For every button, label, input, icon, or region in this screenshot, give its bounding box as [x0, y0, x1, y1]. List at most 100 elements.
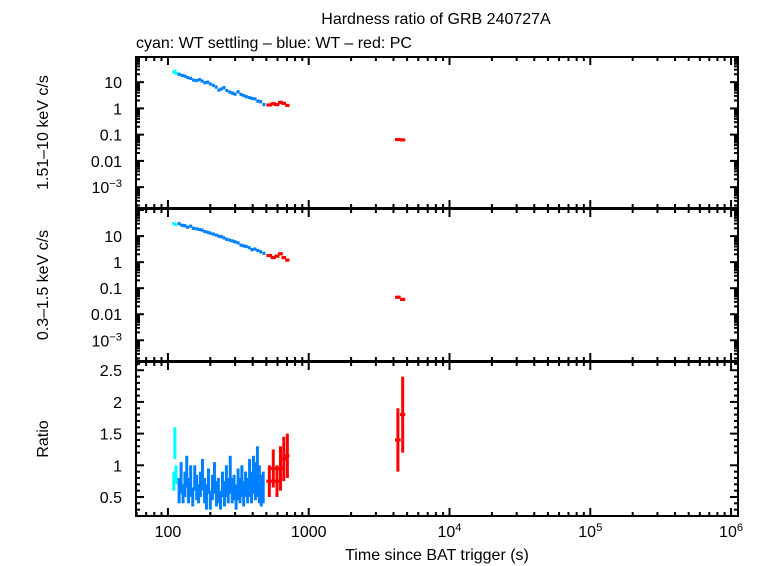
y-tick-label: 2 — [113, 395, 122, 412]
series-wt — [177, 222, 266, 255]
data-point — [180, 73, 184, 78]
y-axis-label: Ratio — [35, 420, 52, 457]
data-point — [242, 93, 246, 98]
data-point — [198, 471, 202, 497]
data-point — [266, 465, 273, 497]
data-point — [228, 90, 232, 94]
data-point — [251, 455, 255, 494]
data-point — [233, 240, 237, 244]
data-point — [236, 241, 240, 245]
data-point — [217, 88, 221, 92]
data-point — [285, 258, 290, 262]
data-point — [206, 230, 210, 234]
data-point — [228, 238, 232, 242]
y-tick-label: 10−3 — [91, 178, 122, 197]
data-point — [262, 251, 266, 255]
data-point — [203, 477, 207, 504]
chart-title: Hardness ratio of GRB 240727A — [321, 11, 551, 28]
data-point — [222, 86, 226, 90]
data-point — [400, 297, 406, 302]
y-tick-label: 10−3 — [91, 331, 122, 350]
data-point — [246, 477, 250, 504]
data-point — [281, 436, 287, 482]
data-point — [394, 295, 401, 299]
x-axis-label: Time since BAT trigger (s) — [345, 547, 529, 564]
data-point — [218, 490, 222, 510]
data-point — [259, 250, 263, 254]
data-point — [242, 244, 246, 248]
x-tick-label: 106 — [719, 522, 743, 541]
x-tick-label: 104 — [437, 522, 461, 541]
data-point — [232, 474, 236, 501]
data-point — [231, 239, 235, 243]
data-point — [220, 471, 224, 497]
data-points — [172, 222, 406, 302]
data-point — [256, 248, 260, 253]
data-point — [208, 231, 212, 235]
data-points — [172, 69, 406, 142]
data-point — [274, 465, 280, 497]
data-point — [183, 224, 187, 228]
y-tick-label: 1 — [113, 458, 122, 475]
panel-ratio: 2.5 2 1.5 1 0.5 Ratio — [35, 361, 739, 517]
data-point — [253, 247, 257, 251]
data-point — [236, 90, 240, 94]
data-point — [400, 376, 406, 453]
data-point — [255, 446, 259, 497]
data-point — [259, 100, 263, 104]
data-point — [206, 80, 210, 84]
data-point — [174, 71, 178, 75]
data-point — [186, 225, 190, 229]
y-ticks — [136, 56, 738, 207]
x-ticks — [135, 57, 733, 208]
data-point — [394, 137, 401, 142]
data-point — [217, 234, 221, 238]
data-point — [281, 255, 287, 260]
data-point — [195, 227, 199, 231]
data-point — [203, 81, 207, 85]
series-pc — [266, 376, 406, 497]
data-point — [400, 138, 406, 142]
data-point — [189, 224, 193, 228]
data-point — [187, 477, 191, 504]
data-point — [173, 222, 177, 227]
y-tick-label: 0.1 — [100, 128, 122, 145]
data-point — [189, 465, 193, 497]
plot-frame — [135, 56, 739, 209]
data-point — [214, 85, 218, 89]
data-point — [250, 248, 254, 252]
data-point — [219, 235, 223, 239]
series-wt — [177, 72, 266, 107]
data-point — [211, 83, 215, 88]
data-point — [210, 474, 214, 501]
data-point — [256, 99, 260, 103]
data-point — [394, 408, 401, 472]
data-point — [200, 79, 204, 83]
y-tick-label: 10 — [104, 229, 122, 246]
data-point — [285, 103, 290, 108]
data-point — [172, 471, 176, 491]
y-tick-label: 2.5 — [100, 363, 122, 380]
data-point — [231, 91, 235, 95]
data-point — [233, 92, 237, 96]
data-point — [281, 101, 287, 106]
x-tick-label: 100 — [155, 524, 182, 541]
data-point — [201, 458, 205, 491]
y-tick-label: 1.5 — [100, 427, 122, 444]
x-ticks — [135, 209, 733, 361]
x-tick-label: 1000 — [291, 524, 327, 541]
data-point — [253, 462, 257, 501]
data-points — [172, 376, 406, 510]
data-point — [180, 223, 184, 227]
data-point — [261, 471, 265, 504]
data-point — [285, 433, 290, 478]
series-wt_settling — [172, 69, 178, 75]
data-point — [192, 78, 196, 82]
data-point — [247, 95, 251, 100]
y-axis-label: 1.51–10 keV c/s — [35, 75, 52, 190]
data-point — [208, 82, 212, 86]
data-point — [208, 490, 212, 510]
data-point — [224, 465, 228, 497]
data-point — [257, 465, 261, 504]
